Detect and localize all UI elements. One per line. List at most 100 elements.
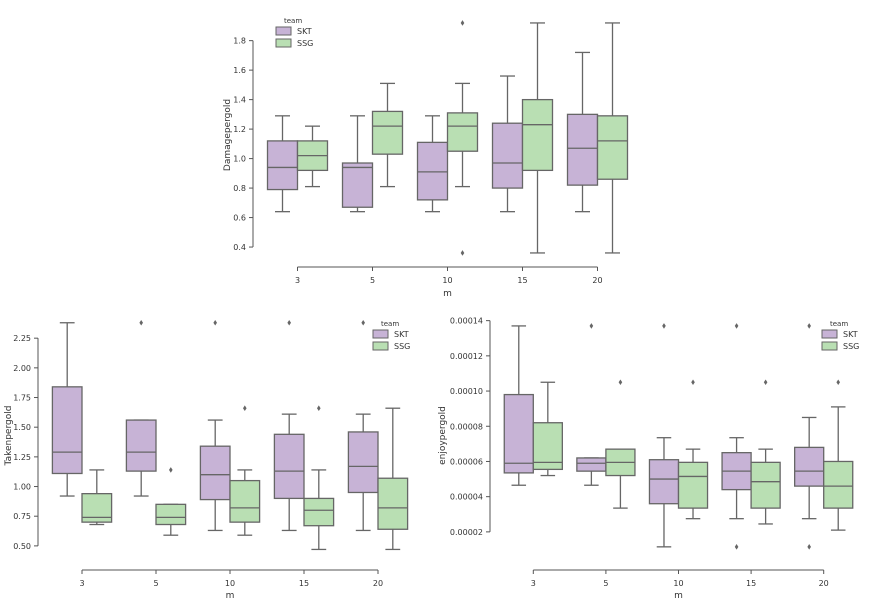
box-ssg-20 — [823, 379, 854, 531]
iqr-box — [377, 477, 409, 530]
box-ssg-15 — [303, 405, 335, 551]
y-tick-label: 0.00012 — [450, 352, 483, 361]
y-tick-label: 0.6 — [233, 214, 246, 223]
iqr-box — [491, 122, 524, 189]
y-tick-label: 0.00008 — [450, 422, 483, 431]
iqr-box — [648, 459, 680, 505]
damagepergold-panel: Damagepergold m team SKT SSG 0.4 0.6 0.8 1.… — [223, 17, 629, 299]
outlier-point — [807, 323, 811, 329]
x-tick-label: 10 — [442, 276, 452, 285]
outlier-point — [317, 405, 321, 412]
y-axis-label: enjoypergold — [438, 406, 448, 465]
legend-swatch-ssg — [821, 341, 838, 351]
legend-label-ssg: SSG — [394, 342, 410, 351]
box-skt-10 — [416, 115, 449, 213]
outlier-point — [836, 379, 841, 386]
y-tick-label: 1.75 — [13, 394, 31, 403]
box-ssg-10 — [229, 405, 261, 536]
x-tick-label: 15 — [299, 579, 309, 588]
takenpergold-panel: Takenpergold m team SKT SSG 0.50 0.75 1.00… — [4, 319, 410, 601]
iqr-box — [51, 386, 83, 475]
y-tick-label: 0.00006 — [450, 457, 483, 466]
box-skt-3 — [266, 115, 299, 213]
x-tick-label: 5 — [370, 276, 375, 285]
box-skt-5 — [576, 323, 607, 486]
y-tick-label: 1.0 — [233, 155, 246, 164]
y-tick-label: 0.00004 — [450, 493, 483, 502]
y-tick-label: 0.00014 — [450, 317, 483, 326]
box-ssg-15 — [750, 379, 781, 525]
outlier-point — [361, 319, 365, 326]
box-skt-20 — [566, 51, 599, 213]
x-tick-label: 20 — [373, 579, 383, 588]
legend: team SKT SSG — [372, 320, 410, 351]
outlier-point — [662, 323, 666, 329]
legend-title: team — [284, 17, 302, 25]
y-tick-label: 1.6 — [233, 66, 246, 75]
y-tick-label: 0.00002 — [450, 528, 483, 537]
iqr-box — [576, 457, 607, 472]
iqr-box — [416, 141, 449, 201]
x-tick-label: 15 — [746, 579, 756, 588]
enjoypergold-panel: enjoypergold m team SKT SSG 0.00002 0.000… — [438, 317, 859, 601]
box-skt-15 — [491, 75, 524, 213]
x-tick-label: 20 — [592, 276, 602, 285]
iqr-box — [750, 461, 781, 509]
y-axis-label: Damagepergold — [223, 99, 233, 171]
box-ssg-20 — [596, 22, 629, 254]
y-tick-label: 0.4 — [233, 243, 246, 252]
legend-label-skt: SKT — [297, 27, 312, 36]
legend-label-skt: SKT — [394, 330, 409, 339]
legend-swatch-skt — [372, 329, 389, 339]
box-skt-15 — [273, 319, 305, 532]
box-skt-20 — [347, 319, 379, 532]
y-tick-label: 0.50 — [13, 542, 31, 551]
outlier-point — [807, 544, 811, 550]
x-tick-label: 5 — [153, 579, 158, 588]
iqr-box — [596, 115, 629, 180]
box-ssg-5 — [605, 379, 636, 509]
x-tick-label: 15 — [517, 276, 527, 285]
outlier-point — [169, 467, 173, 473]
legend-swatch-skt — [275, 26, 292, 36]
iqr-box — [371, 110, 404, 155]
box-skt-5 — [125, 319, 157, 497]
legend-label-skt: SKT — [843, 330, 858, 339]
outlier-point — [734, 323, 739, 329]
box-ssg-10 — [446, 20, 479, 256]
x-tick-label: 10 — [673, 579, 683, 588]
iqr-box — [503, 393, 534, 474]
y-tick-label: 1.4 — [233, 96, 246, 105]
outlier-point — [691, 379, 695, 386]
y-tick-label: 1.2 — [233, 125, 246, 134]
y-tick-label: 1.25 — [13, 453, 31, 462]
y-tick-label: 0.00010 — [450, 387, 483, 396]
legend-label-ssg: SSG — [843, 342, 859, 351]
x-tick-label: 3 — [79, 579, 84, 588]
iqr-box — [521, 98, 554, 172]
iqr-box — [266, 140, 299, 191]
iqr-box — [823, 460, 854, 509]
y-tick-label: 1.50 — [13, 423, 31, 432]
box-skt-15 — [721, 323, 752, 550]
iqr-box — [199, 445, 231, 501]
legend: team SKT SSG — [821, 320, 859, 351]
iqr-box — [303, 497, 335, 527]
y-tick-label: 2.00 — [13, 364, 31, 373]
x-axis-label: m — [443, 289, 452, 299]
iqr-box — [446, 112, 479, 152]
y-tick-label: 2.25 — [13, 334, 31, 343]
box-ssg-3 — [532, 381, 563, 477]
x-tick-label: 10 — [225, 579, 235, 588]
legend-label-ssg: SSG — [297, 39, 313, 48]
x-tick-label: 20 — [819, 579, 829, 588]
iqr-box — [794, 446, 825, 487]
outlier-point — [734, 544, 739, 550]
box-skt-10 — [648, 323, 680, 548]
iqr-box — [273, 433, 305, 500]
outlier-point — [139, 319, 143, 326]
box-ssg-3 — [296, 125, 329, 188]
outlier-point — [763, 379, 768, 386]
box-skt-20 — [794, 323, 825, 550]
